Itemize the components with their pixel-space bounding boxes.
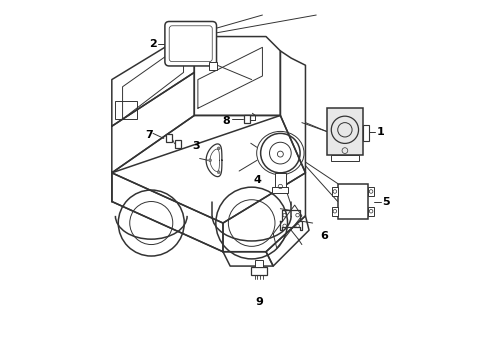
Text: 6: 6 — [319, 231, 327, 240]
Text: 7: 7 — [145, 130, 153, 140]
Text: 2: 2 — [148, 39, 156, 49]
Bar — [272, 187, 287, 193]
Bar — [332, 187, 337, 196]
FancyBboxPatch shape — [164, 22, 216, 66]
Bar — [326, 108, 362, 155]
Bar — [165, 134, 172, 142]
Bar — [244, 116, 250, 123]
Circle shape — [277, 151, 283, 157]
Bar — [337, 184, 367, 220]
Text: 1: 1 — [376, 127, 384, 136]
Circle shape — [217, 171, 220, 174]
Bar — [250, 267, 266, 275]
Circle shape — [208, 159, 211, 162]
Bar — [274, 173, 285, 189]
Text: 9: 9 — [254, 297, 262, 307]
Bar — [254, 260, 263, 267]
Text: 4: 4 — [253, 175, 261, 185]
Bar — [330, 155, 359, 161]
Text: 3: 3 — [192, 141, 199, 151]
Bar — [362, 125, 368, 141]
Bar — [332, 207, 337, 216]
Text: 8: 8 — [222, 116, 230, 126]
Bar — [209, 62, 217, 69]
Bar — [367, 207, 373, 216]
Bar — [174, 140, 181, 148]
Bar — [115, 101, 137, 119]
Bar — [367, 187, 373, 196]
Text: 5: 5 — [382, 197, 389, 207]
Circle shape — [217, 147, 220, 150]
